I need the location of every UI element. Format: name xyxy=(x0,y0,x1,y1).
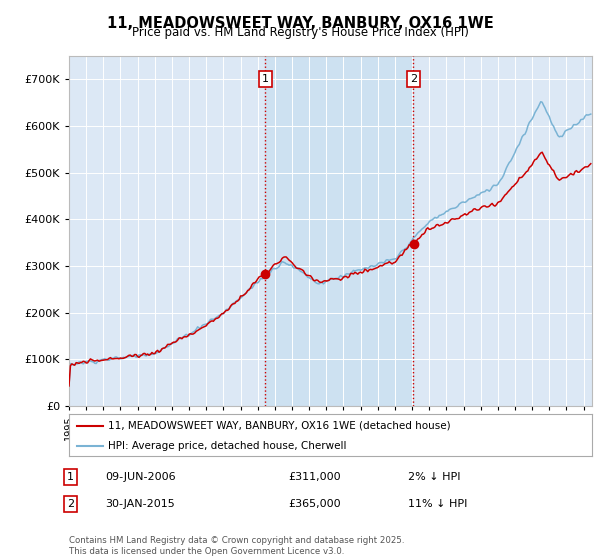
Text: 11, MEADOWSWEET WAY, BANBURY, OX16 1WE (detached house): 11, MEADOWSWEET WAY, BANBURY, OX16 1WE (… xyxy=(108,421,451,431)
Text: 2% ↓ HPI: 2% ↓ HPI xyxy=(408,472,461,482)
Text: 11, MEADOWSWEET WAY, BANBURY, OX16 1WE: 11, MEADOWSWEET WAY, BANBURY, OX16 1WE xyxy=(107,16,493,31)
Text: 30-JAN-2015: 30-JAN-2015 xyxy=(105,499,175,509)
Text: 2: 2 xyxy=(67,499,74,509)
Text: 1: 1 xyxy=(262,74,269,84)
Text: Contains HM Land Registry data © Crown copyright and database right 2025.
This d: Contains HM Land Registry data © Crown c… xyxy=(69,536,404,556)
Text: 2: 2 xyxy=(410,74,417,84)
Bar xyxy=(265,56,413,406)
Text: £311,000: £311,000 xyxy=(288,472,341,482)
Text: 09-JUN-2006: 09-JUN-2006 xyxy=(105,472,176,482)
Text: 1: 1 xyxy=(67,472,74,482)
Text: £365,000: £365,000 xyxy=(288,499,341,509)
Text: Price paid vs. HM Land Registry's House Price Index (HPI): Price paid vs. HM Land Registry's House … xyxy=(131,26,469,39)
Text: HPI: Average price, detached house, Cherwell: HPI: Average price, detached house, Cher… xyxy=(108,441,347,451)
Text: 11% ↓ HPI: 11% ↓ HPI xyxy=(408,499,467,509)
